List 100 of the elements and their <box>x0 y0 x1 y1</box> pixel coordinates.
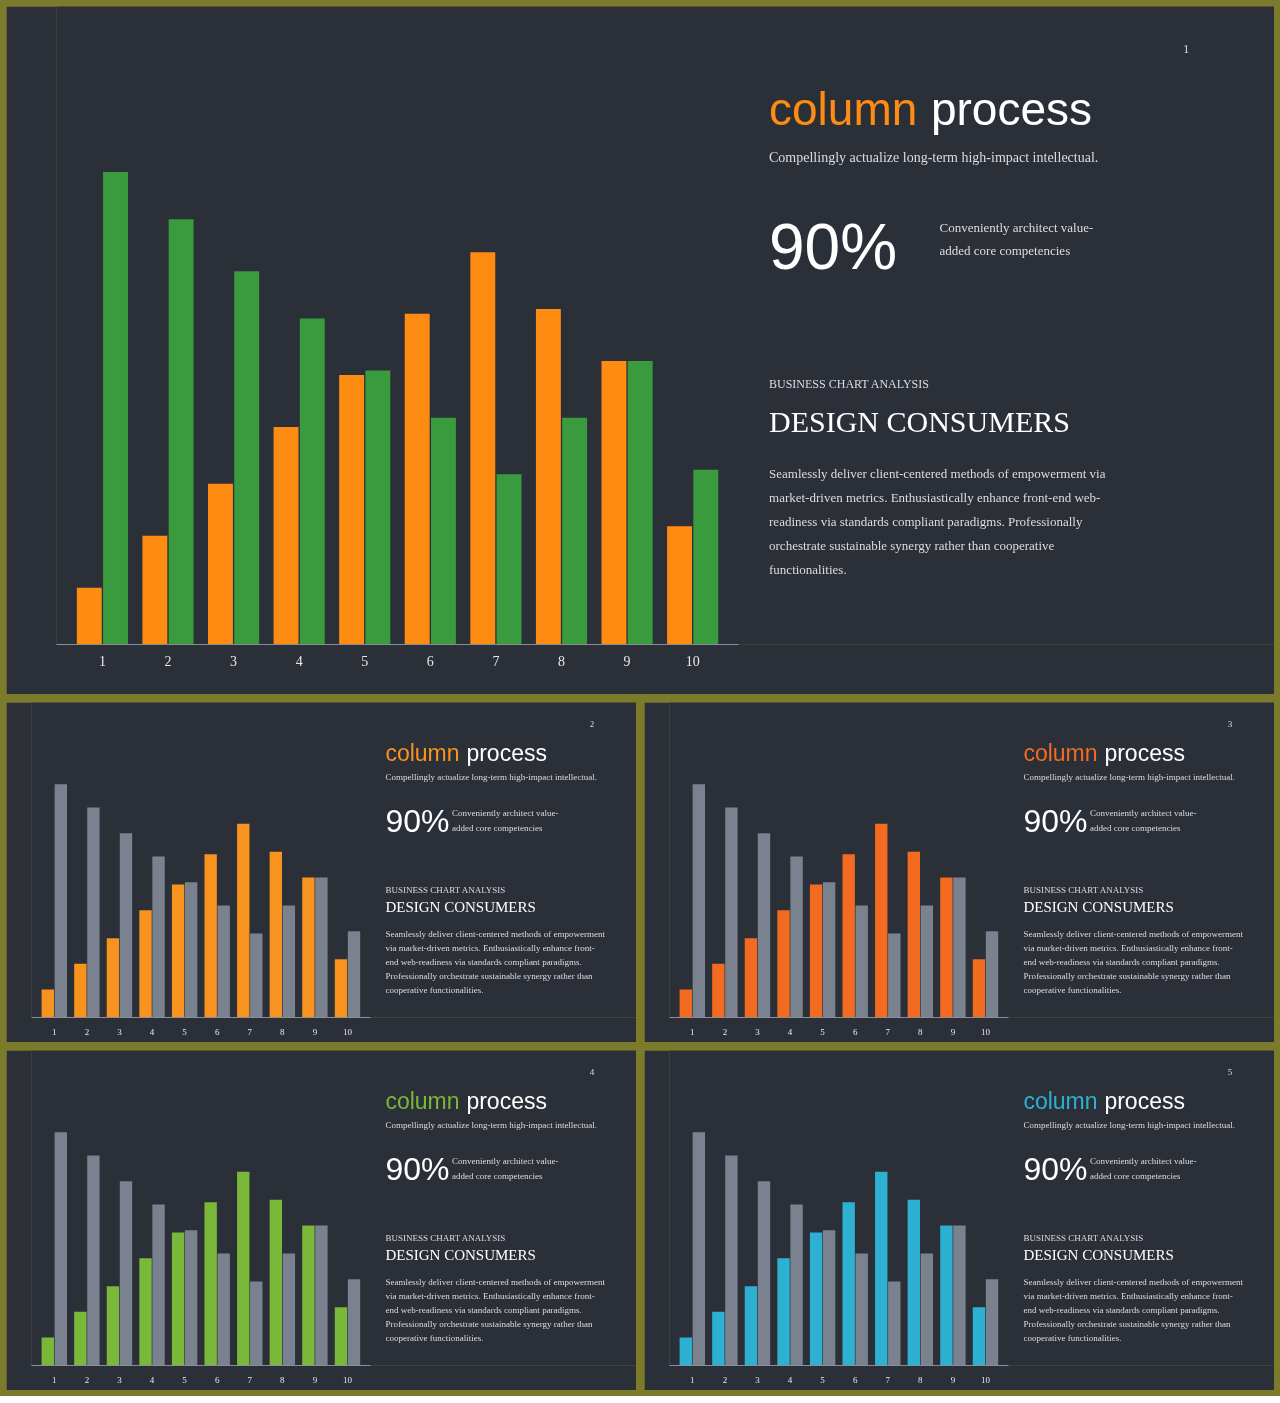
bar <box>334 1307 348 1366</box>
text: 5 <box>1227 1067 1233 1078</box>
x-tick-label: 3 <box>755 1374 761 1385</box>
bar <box>693 469 719 645</box>
x-tick-label: 1 <box>52 1374 57 1385</box>
bar <box>315 1225 328 1366</box>
bar <box>184 1230 198 1366</box>
x-tick-label: 6 <box>852 1026 858 1037</box>
bar <box>269 851 283 1018</box>
text: BUSINESS CHART ANALYSIS <box>385 1233 506 1244</box>
bar <box>809 884 823 1018</box>
x-tick-label: 5 <box>820 1026 826 1037</box>
bar <box>74 1311 87 1366</box>
x-tick-label: 1 <box>690 1026 695 1037</box>
bar <box>842 854 855 1018</box>
bar <box>269 1199 283 1366</box>
bar <box>679 1337 692 1366</box>
bar <box>790 1204 803 1366</box>
text: Seamlessly deliver client-centered methods of empowerment via market-driven metrics. Enthusiastically enhance front-end web-readiness via standards compliant paradigms. Professionally orchestrate sustainable synergy rather than cooperative functionalities. <box>385 929 606 996</box>
bar <box>985 931 999 1018</box>
x-tick-label: 7 <box>247 1374 253 1385</box>
bar <box>470 252 496 645</box>
x-tick-label: 4 <box>295 653 303 669</box>
bar <box>282 905 296 1018</box>
text: Compellingly actualize long-term high-impact intellectual. <box>385 771 598 782</box>
bar <box>855 1253 868 1366</box>
bar <box>273 427 299 645</box>
bar <box>168 219 194 645</box>
text: DESIGN CONSUMERS <box>1023 899 1174 916</box>
x-tick-label: 8 <box>918 1374 924 1385</box>
bar <box>404 313 430 645</box>
text: 1 <box>1183 41 1190 56</box>
text: DESIGN CONSUMERS <box>385 899 536 916</box>
bar <box>809 1232 823 1366</box>
bar <box>985 1279 999 1366</box>
bar <box>679 989 692 1018</box>
x-tick-label: 6 <box>214 1026 220 1037</box>
text: Conveniently architect value-added core competencies <box>1089 808 1197 834</box>
bar <box>496 474 522 645</box>
bar <box>41 1337 54 1366</box>
bar <box>744 938 758 1018</box>
bar <box>87 1155 100 1366</box>
x-tick-label: 4 <box>149 1374 155 1385</box>
bar <box>692 1132 706 1366</box>
bar <box>217 905 230 1018</box>
bar <box>339 375 365 645</box>
x-tick-label: 5 <box>182 1026 188 1037</box>
x-tick-label: 4 <box>787 1026 793 1037</box>
bar <box>790 856 803 1018</box>
text: Conveniently architect value-added core competencies <box>939 220 1094 258</box>
bar <box>139 1258 152 1366</box>
x-tick-label: 3 <box>230 653 238 669</box>
bar <box>315 877 328 1018</box>
text: 4 <box>589 1067 595 1078</box>
bar <box>875 1171 888 1366</box>
text: Compellingly actualize long-term high-impact intellectual. <box>385 1119 598 1130</box>
bar <box>302 877 315 1018</box>
bar <box>87 807 100 1018</box>
text: Seamlessly deliver client-centered methods of empowerment via market-driven metrics. Enthusiastically enhance front-end web-readiness via standards compliant paradigms. Professionally orchestrate sustainable synergy rather than cooperative functionalities. <box>1023 929 1244 996</box>
x-tick-label: 2 <box>84 1374 90 1385</box>
text: Conveniently architect value-added core competencies <box>1089 1156 1197 1182</box>
bar <box>875 823 888 1018</box>
bar <box>41 989 54 1018</box>
bar <box>152 856 165 1018</box>
x-tick-label: 5 <box>820 1374 826 1385</box>
text: column process <box>385 1088 547 1115</box>
text: Conveniently architect value-added core competencies <box>451 808 559 834</box>
x-tick-label: 3 <box>117 1026 123 1037</box>
bar <box>299 318 325 645</box>
bar <box>142 535 168 645</box>
bar <box>365 370 391 645</box>
bar <box>940 877 953 1018</box>
x-tick-label: 7 <box>247 1026 253 1037</box>
x-tick-label: 5 <box>182 1374 188 1385</box>
x-tick-label: 10 <box>343 1374 353 1385</box>
x-tick-label: 1 <box>690 1374 695 1385</box>
text: Seamlessly deliver client-centered methods of empowerment via market-driven metrics. Enthusiastically enhance front-end web-readiness via standards compliant paradigms. Professionally orchestrate sustainable synergy rather than cooperative functionalities. <box>769 465 1106 577</box>
bar <box>940 1225 953 1366</box>
text: 2 <box>589 719 595 730</box>
x-tick-label: 7 <box>885 1374 891 1385</box>
bar <box>601 360 627 645</box>
bar <box>777 910 790 1018</box>
bar <box>888 933 901 1018</box>
text: column process <box>385 740 547 767</box>
bar <box>119 1181 133 1366</box>
bar <box>204 854 217 1018</box>
bar <box>667 526 693 645</box>
x-tick-label: 6 <box>214 1374 220 1385</box>
x-tick-label: 10 <box>981 1374 991 1385</box>
bar <box>54 784 68 1018</box>
bar <box>888 1281 901 1366</box>
text: Seamlessly deliver client-centered methods of empowerment via market-driven metrics. Enthusiastically enhance front-end web-readiness via standards compliant paradigms. Professionally orchestrate sustainable synergy rather than cooperative functionalities. <box>1023 1277 1244 1344</box>
x-tick-label: 8 <box>558 653 565 669</box>
bar <box>250 933 263 1018</box>
bar <box>334 959 348 1018</box>
text: BUSINESS CHART ANALYSIS <box>1023 1233 1144 1244</box>
bar <box>757 833 771 1018</box>
text: 3 <box>1227 719 1233 730</box>
x-tick-label: 2 <box>84 1026 90 1037</box>
bar <box>217 1253 230 1366</box>
